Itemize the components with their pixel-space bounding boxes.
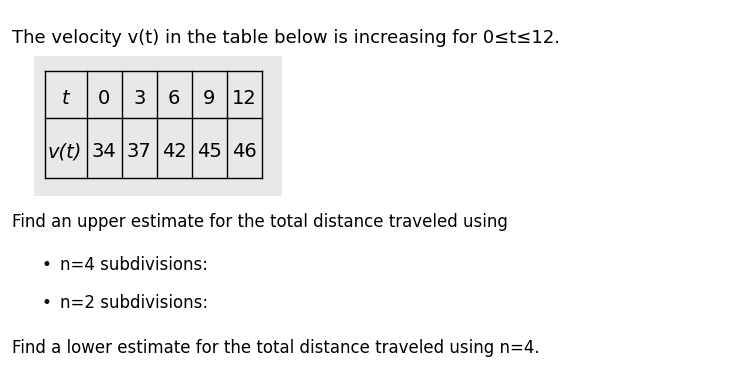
Text: t: t [61,89,69,108]
Text: The velocity v(t) in the table below is increasing for 0≤t≤12.: The velocity v(t) in the table below is … [12,29,560,47]
Text: •: • [42,294,51,312]
Text: n=4 subdivisions:: n=4 subdivisions: [60,256,208,274]
Text: Find a lower estimate for the total distance traveled using n=4.: Find a lower estimate for the total dist… [12,339,540,357]
Text: n=2 subdivisions:: n=2 subdivisions: [60,294,208,312]
Text: 37: 37 [127,142,152,161]
Text: 45: 45 [197,142,222,161]
Text: 12: 12 [232,89,257,108]
Text: 46: 46 [232,142,257,161]
Text: 0: 0 [98,89,111,108]
Text: Find an upper estimate for the total distance traveled using: Find an upper estimate for the total dis… [12,213,508,231]
Text: 34: 34 [92,142,116,161]
Text: 9: 9 [203,89,215,108]
Text: v(t): v(t) [48,142,83,161]
Text: 42: 42 [162,142,187,161]
Text: •: • [42,256,51,274]
Text: 6: 6 [168,89,180,108]
FancyBboxPatch shape [34,56,282,196]
Text: 3: 3 [133,89,146,108]
